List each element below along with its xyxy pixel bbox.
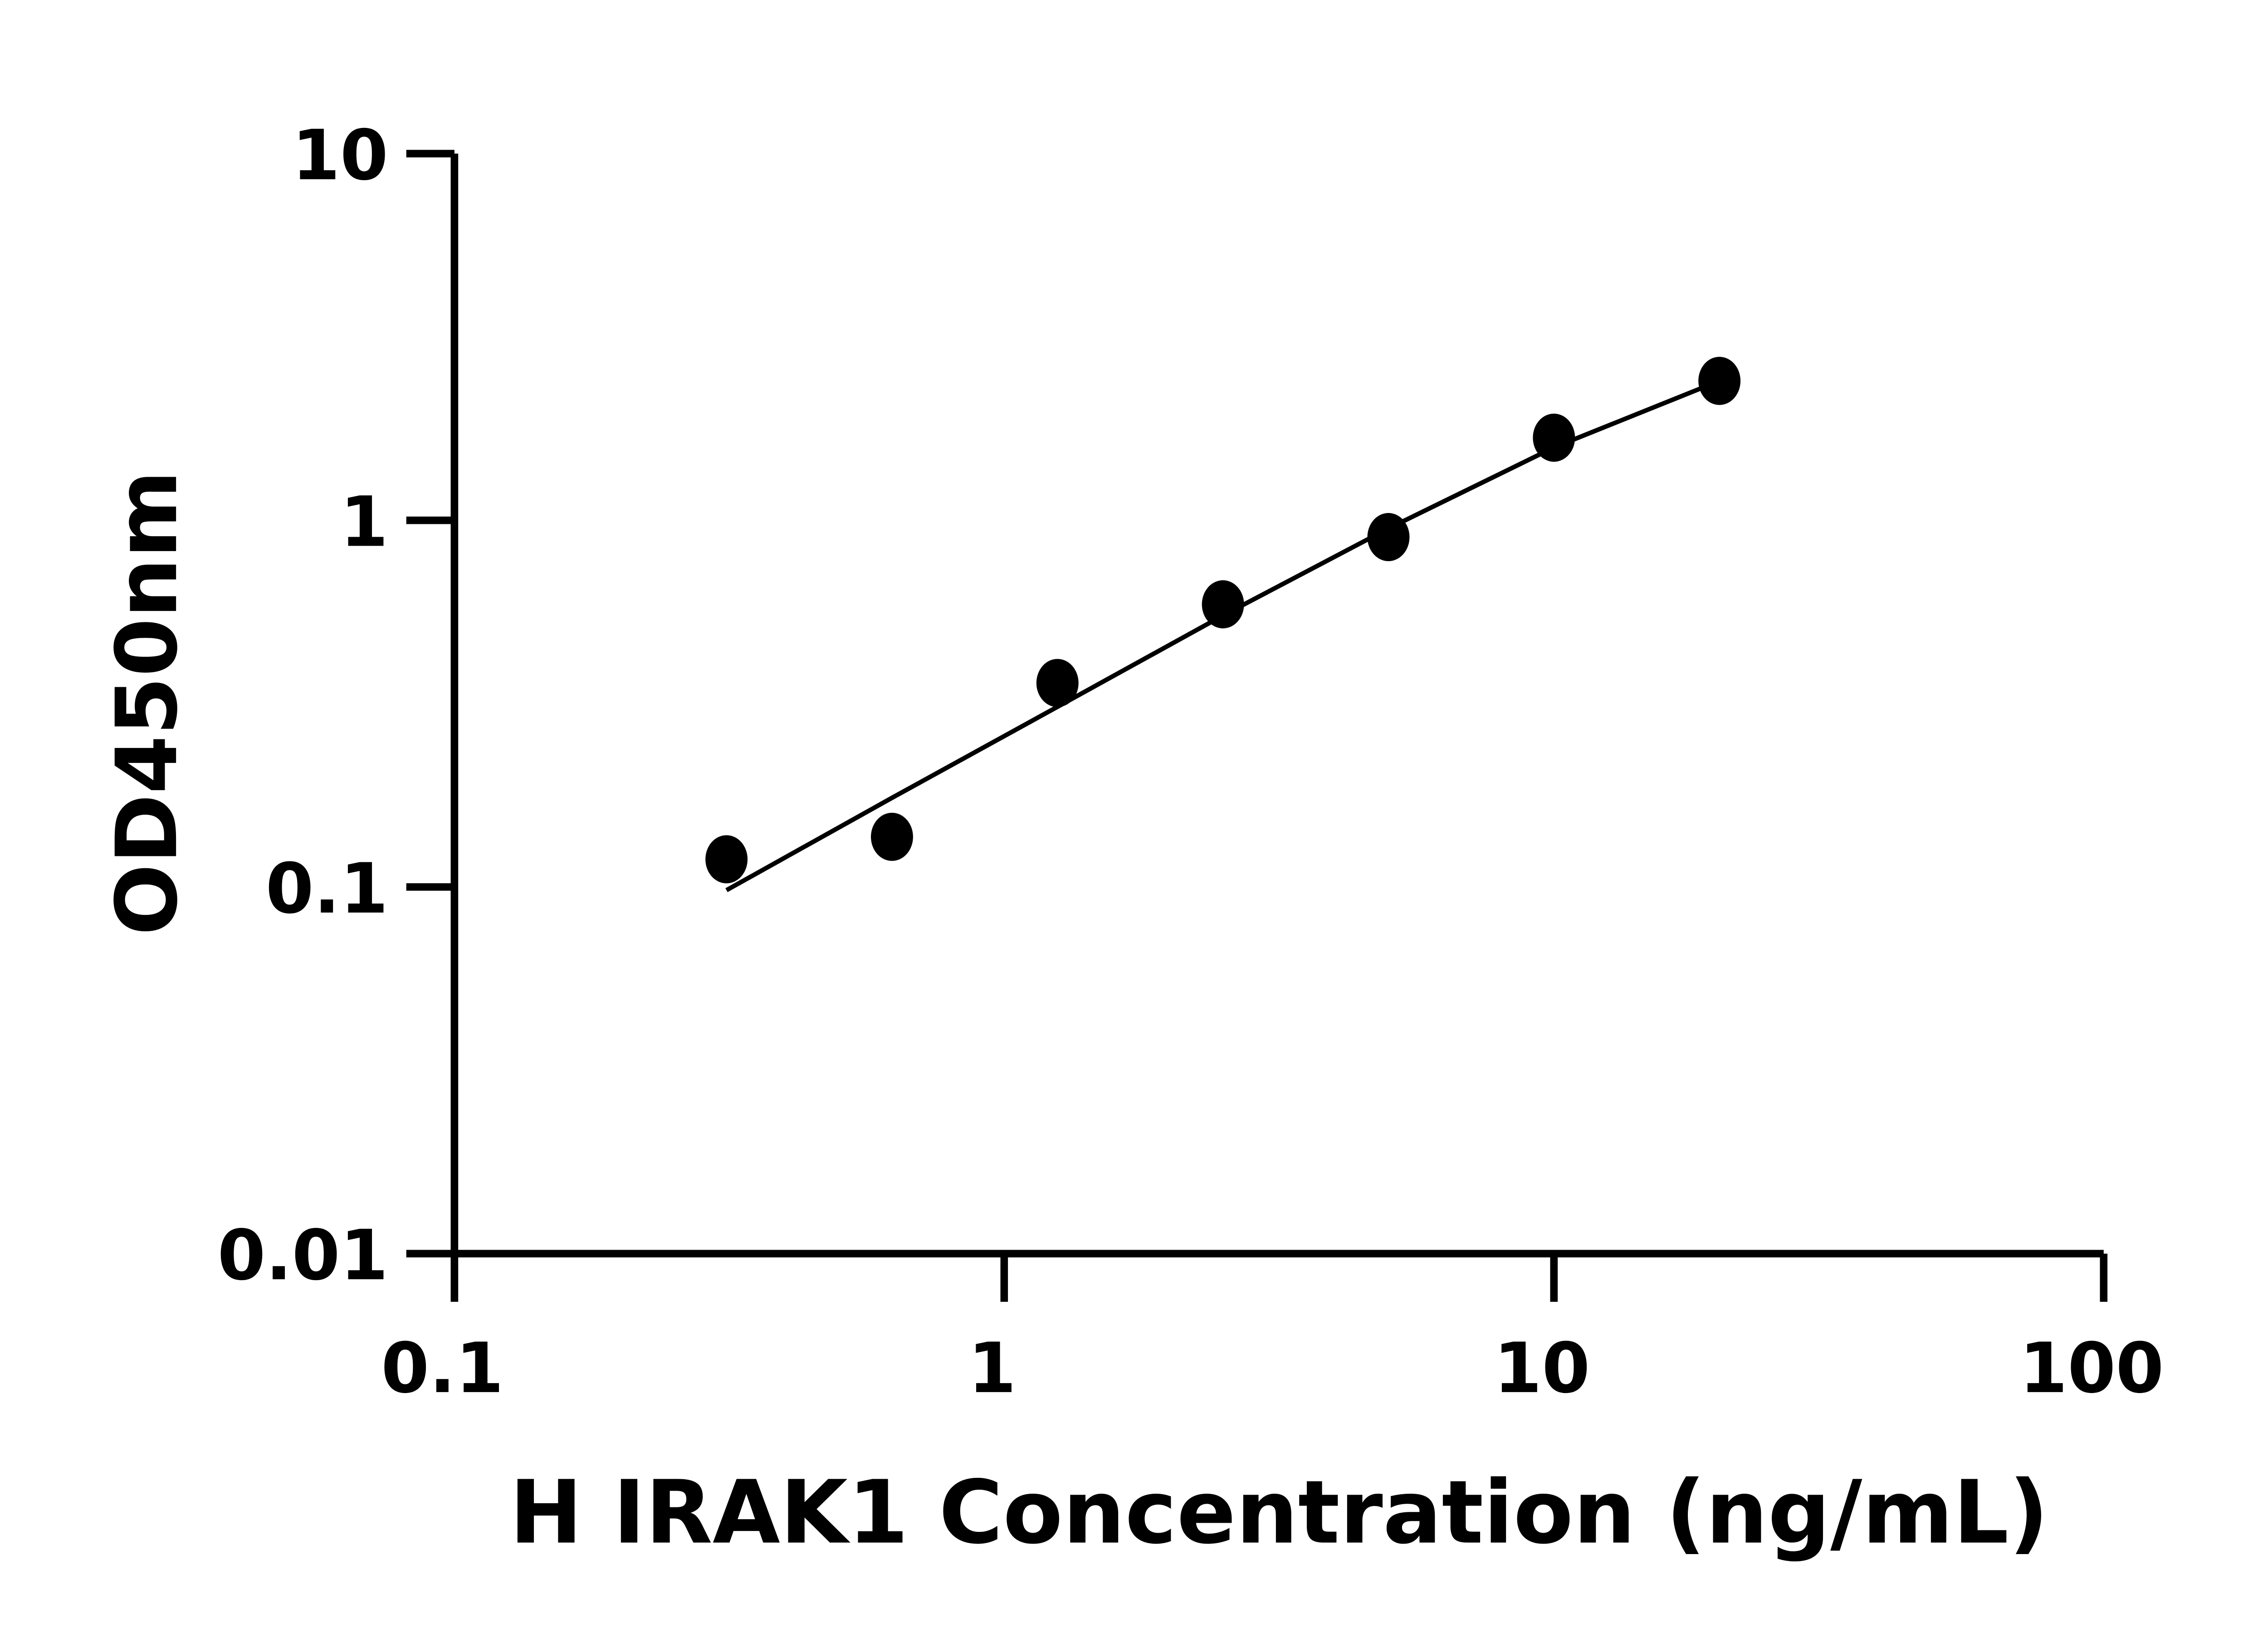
data-point (1698, 357, 1741, 405)
data-point (1367, 513, 1410, 562)
y-tick-label: 1 (340, 481, 388, 562)
x-tick-label: 100 (2019, 1328, 2164, 1408)
axes: 0.1 1 10 100 0.01 0.1 1 10 (217, 115, 2164, 1408)
data-point (1036, 659, 1079, 707)
data-point (870, 812, 913, 861)
y-tick-label: 0.1 (266, 848, 388, 929)
data-point (705, 835, 748, 884)
fit-curve (725, 379, 1721, 892)
y-tick-label: 0.01 (217, 1215, 388, 1296)
x-tick-label: 1 (968, 1328, 1016, 1408)
data-point (1533, 413, 1575, 462)
data-points (705, 357, 1741, 884)
x-tick-label: 0.1 (381, 1328, 503, 1408)
y-axis-label: OD450nm (98, 470, 196, 936)
data-point (1202, 580, 1244, 629)
x-tick-label: 10 (1494, 1328, 1590, 1408)
y-tick-label: 10 (292, 115, 388, 196)
x-axis-label: H IRAK1 Concentration (ng/mL) (509, 1462, 2048, 1564)
